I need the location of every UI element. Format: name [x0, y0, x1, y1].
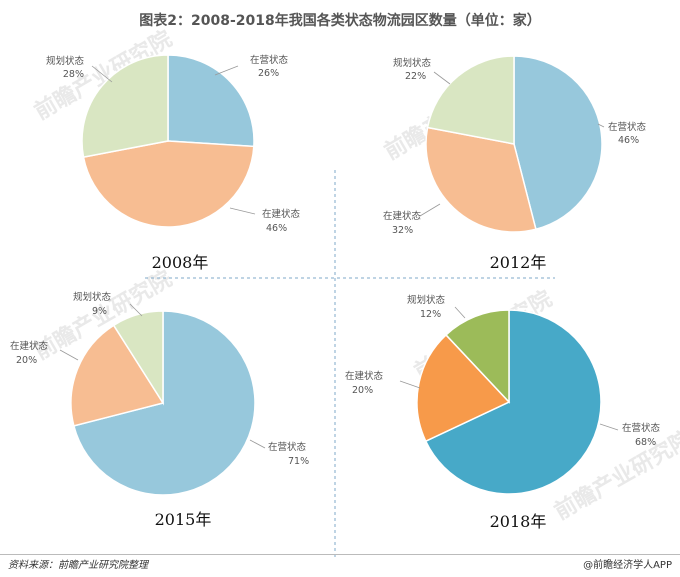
slice-percent-label: 28% — [63, 69, 84, 80]
pie-chart: 在营状态 71% 在建状态 20% 规划状态 9% 2015年 — [10, 291, 309, 529]
leader-line — [433, 71, 451, 85]
slice-name-label: 在营状态 — [608, 121, 647, 133]
slice-percent-label: 12% — [420, 309, 441, 320]
chart-title: 图表2：2008-2018年我国各类状态物流园区数量（单位：家） — [139, 13, 541, 29]
pies: 在营状态26%在建状态46%规划状态28%2008年在营状态46%在建状态32%… — [10, 54, 661, 531]
dividers — [145, 170, 555, 560]
pie-slice — [167, 54, 255, 148]
leader-line — [91, 65, 113, 83]
year-label: 2018年 — [490, 512, 547, 531]
leader-line — [454, 306, 466, 319]
pie-chart: 在营状态 68% 在建状态 20% 规划状态 12% 2018年 — [345, 294, 661, 531]
slice-name-label: 在营状态 — [268, 441, 307, 453]
pie-chart: 在营状态 46% 在建状态 32% 规划状态 22% 2012年 — [383, 55, 647, 272]
leader-line — [419, 203, 441, 217]
slice-percent-label: 20% — [352, 385, 373, 396]
slice-percent-label: 9% — [92, 306, 107, 317]
slice-name-label: 规划状态 — [46, 55, 85, 67]
leader-line — [229, 207, 256, 215]
slice-name-label: 规划状态 — [73, 291, 112, 303]
slice-name-label: 在建状态 — [10, 340, 49, 352]
slice-name-label: 在营状态 — [250, 54, 289, 66]
pie-slice — [444, 309, 510, 404]
leader-line — [249, 439, 266, 449]
slice-percent-label: 71% — [288, 456, 309, 467]
year-label: 2015年 — [155, 510, 212, 529]
slice-percent-label: 46% — [618, 135, 639, 146]
slice-percent-label: 26% — [258, 68, 279, 79]
leader-line — [599, 423, 619, 431]
slice-percent-label: 22% — [405, 71, 426, 82]
pie-slice — [112, 310, 164, 406]
leader-line — [214, 65, 239, 76]
pie-chart: 在营状态 26% 在建状态 46% 规划状态 28% 2008年 — [46, 54, 301, 272]
pie-slice — [426, 55, 515, 145]
footer-divider — [0, 554, 680, 555]
pie-slice — [70, 324, 165, 427]
leader-line — [59, 349, 79, 361]
slice-percent-label: 68% — [635, 437, 656, 448]
slice-name-label: 规划状态 — [393, 57, 432, 69]
slice-name-label: 在营状态 — [622, 422, 661, 434]
slice-percent-label: 20% — [16, 355, 37, 366]
leader-line — [597, 123, 605, 128]
pie-slice — [424, 309, 602, 495]
slice-name-label: 在建状态 — [345, 370, 384, 382]
pie-slice — [82, 140, 255, 228]
slice-name-label: 规划状态 — [407, 294, 446, 306]
brand-credit: @前瞻经济学人APP — [583, 560, 672, 571]
pie-slice — [81, 54, 169, 158]
pie-slice — [425, 126, 537, 233]
year-label: 2008年 — [152, 253, 209, 272]
leader-line — [399, 380, 421, 389]
slice-percent-label: 46% — [266, 223, 287, 234]
pie-slice — [416, 333, 511, 443]
slice-percent-label: 32% — [392, 225, 413, 236]
pie-slice — [513, 55, 603, 231]
leader-line — [129, 303, 143, 317]
source-note: 资料来源：前瞻产业研究院整理 — [8, 560, 148, 571]
pie-slice — [72, 310, 256, 496]
year-label: 2012年 — [490, 253, 547, 272]
slice-name-label: 在建状态 — [262, 208, 301, 220]
slice-name-label: 在建状态 — [383, 210, 422, 222]
